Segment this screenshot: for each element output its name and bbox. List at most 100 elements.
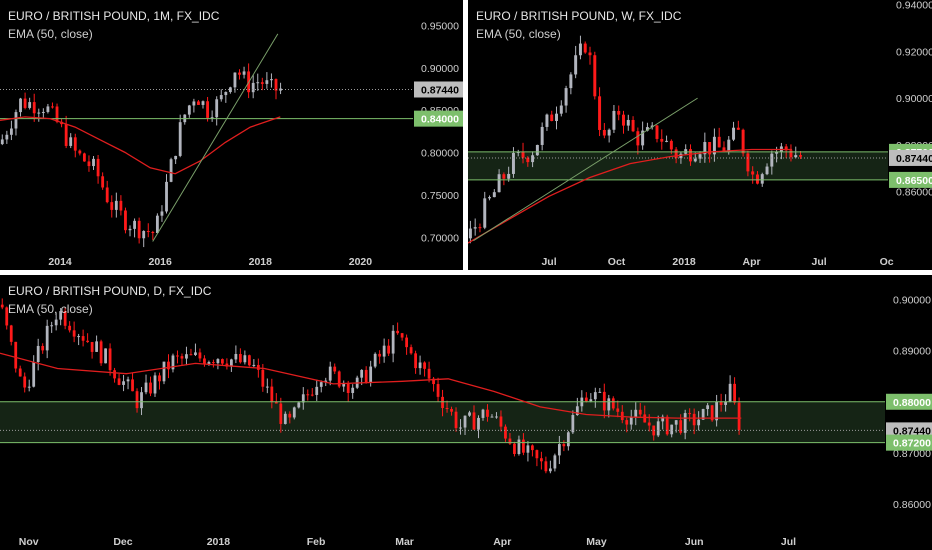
chart-canvas: 0.900000.890000.880000.870000.860000.880… [0, 295, 932, 548]
candle-body [540, 458, 543, 462]
candle-body [238, 72, 241, 75]
candle-body [37, 112, 41, 114]
candle-body [86, 340, 90, 343]
candle-body [593, 55, 597, 97]
candle-body [578, 43, 582, 56]
candle-body [526, 445, 530, 453]
chart-title: EURO / BRITISH POUND, D, FX_IDC [8, 284, 212, 298]
candle-body [328, 366, 332, 381]
candle-body [755, 174, 759, 184]
candle-body [46, 106, 50, 112]
candle-body [198, 352, 202, 359]
candle-body [51, 106, 54, 108]
candle-body [629, 417, 633, 425]
candle-body [301, 394, 305, 403]
candle-body [688, 413, 692, 415]
last-price-tag [886, 422, 932, 439]
candle-body [728, 383, 732, 402]
candle-body [233, 72, 237, 88]
x-tick-label: 2016 [149, 256, 173, 268]
candle-body [219, 95, 223, 100]
candle-body [167, 361, 170, 370]
candle-body [670, 424, 674, 435]
candle-body [90, 342, 94, 352]
x-tick-label: Jul [541, 256, 556, 268]
candle-body [63, 311, 67, 326]
candle-body [5, 134, 9, 140]
y-tick-label: 0.90000 [421, 63, 459, 75]
candle-body [617, 110, 621, 115]
monthly-chart-panel[interactable]: 0.950000.900000.850000.800000.750000.700… [0, 0, 463, 270]
y-tick-label: 0.89000 [893, 346, 931, 358]
candle-body [566, 432, 570, 447]
candle-body [279, 88, 282, 91]
candle-body [45, 325, 49, 351]
candle-body [221, 359, 224, 364]
x-tick-label: Jun [685, 536, 704, 548]
candle-body [224, 92, 228, 96]
y-tick-label: 0.90000 [893, 295, 931, 307]
candle-body [483, 198, 487, 228]
candle-body [495, 416, 498, 418]
ema-line [0, 352, 742, 419]
x-tick-label: Dec [113, 536, 132, 548]
candle-body [306, 394, 310, 396]
candle-body [9, 128, 13, 135]
candle-body [369, 366, 373, 383]
candle-body [297, 402, 301, 408]
candle-body [736, 127, 740, 130]
candle-body [643, 414, 647, 423]
candle-body [574, 55, 578, 75]
candle-body [0, 139, 4, 145]
candle-body [242, 71, 246, 75]
candle-body [441, 396, 444, 409]
candle-body [531, 445, 534, 451]
x-tick-label: Mar [395, 536, 414, 548]
price-tag-label: 0.87440 [896, 153, 932, 165]
candle-body [251, 82, 255, 93]
candle-body [95, 341, 98, 352]
candle-body [492, 192, 496, 198]
candle-body [36, 345, 40, 363]
y-tick-label: 0.75000 [421, 190, 459, 202]
candle-body [176, 355, 179, 357]
candle-body [583, 43, 587, 53]
level-price-tag [414, 110, 463, 127]
candle-body [631, 119, 635, 132]
candle-body [19, 98, 22, 113]
candle-body [513, 443, 516, 455]
candle-body [158, 375, 161, 382]
candle-body [185, 354, 188, 359]
candle-body [569, 74, 573, 89]
y-tick-label: 0.87000 [893, 448, 931, 460]
x-tick-label: Apr [743, 256, 761, 268]
candle-body [531, 155, 535, 163]
candle-body [717, 136, 721, 148]
support-zone [468, 151, 888, 180]
candle-body [96, 158, 100, 177]
candle-body [261, 369, 265, 387]
candle-body [445, 408, 449, 410]
candle-body [265, 80, 269, 84]
candle-body [243, 355, 247, 363]
candle-body [598, 96, 602, 130]
candle-body [351, 387, 355, 393]
candle-body [99, 341, 103, 364]
daily-chart-panel[interactable]: 0.900000.890000.880000.870000.860000.880… [0, 275, 932, 550]
level-price-tag [886, 393, 932, 410]
y-tick-label: 0.70000 [421, 232, 459, 244]
candle-body [698, 154, 702, 159]
candle-body [151, 231, 155, 234]
candle-body [679, 420, 683, 433]
candle-body [59, 311, 63, 320]
candle-body [69, 137, 73, 146]
candle-body [137, 220, 141, 239]
candle-body [490, 416, 494, 418]
candle-body [789, 150, 793, 158]
x-tick-label: Jul [781, 536, 796, 548]
ema-line [468, 148, 793, 244]
candle-body [382, 345, 386, 357]
candle-body [101, 176, 105, 188]
weekly-chart-panel[interactable]: 0.940000.920000.900000.880000.860000.877… [468, 0, 932, 270]
trendline [152, 33, 279, 242]
